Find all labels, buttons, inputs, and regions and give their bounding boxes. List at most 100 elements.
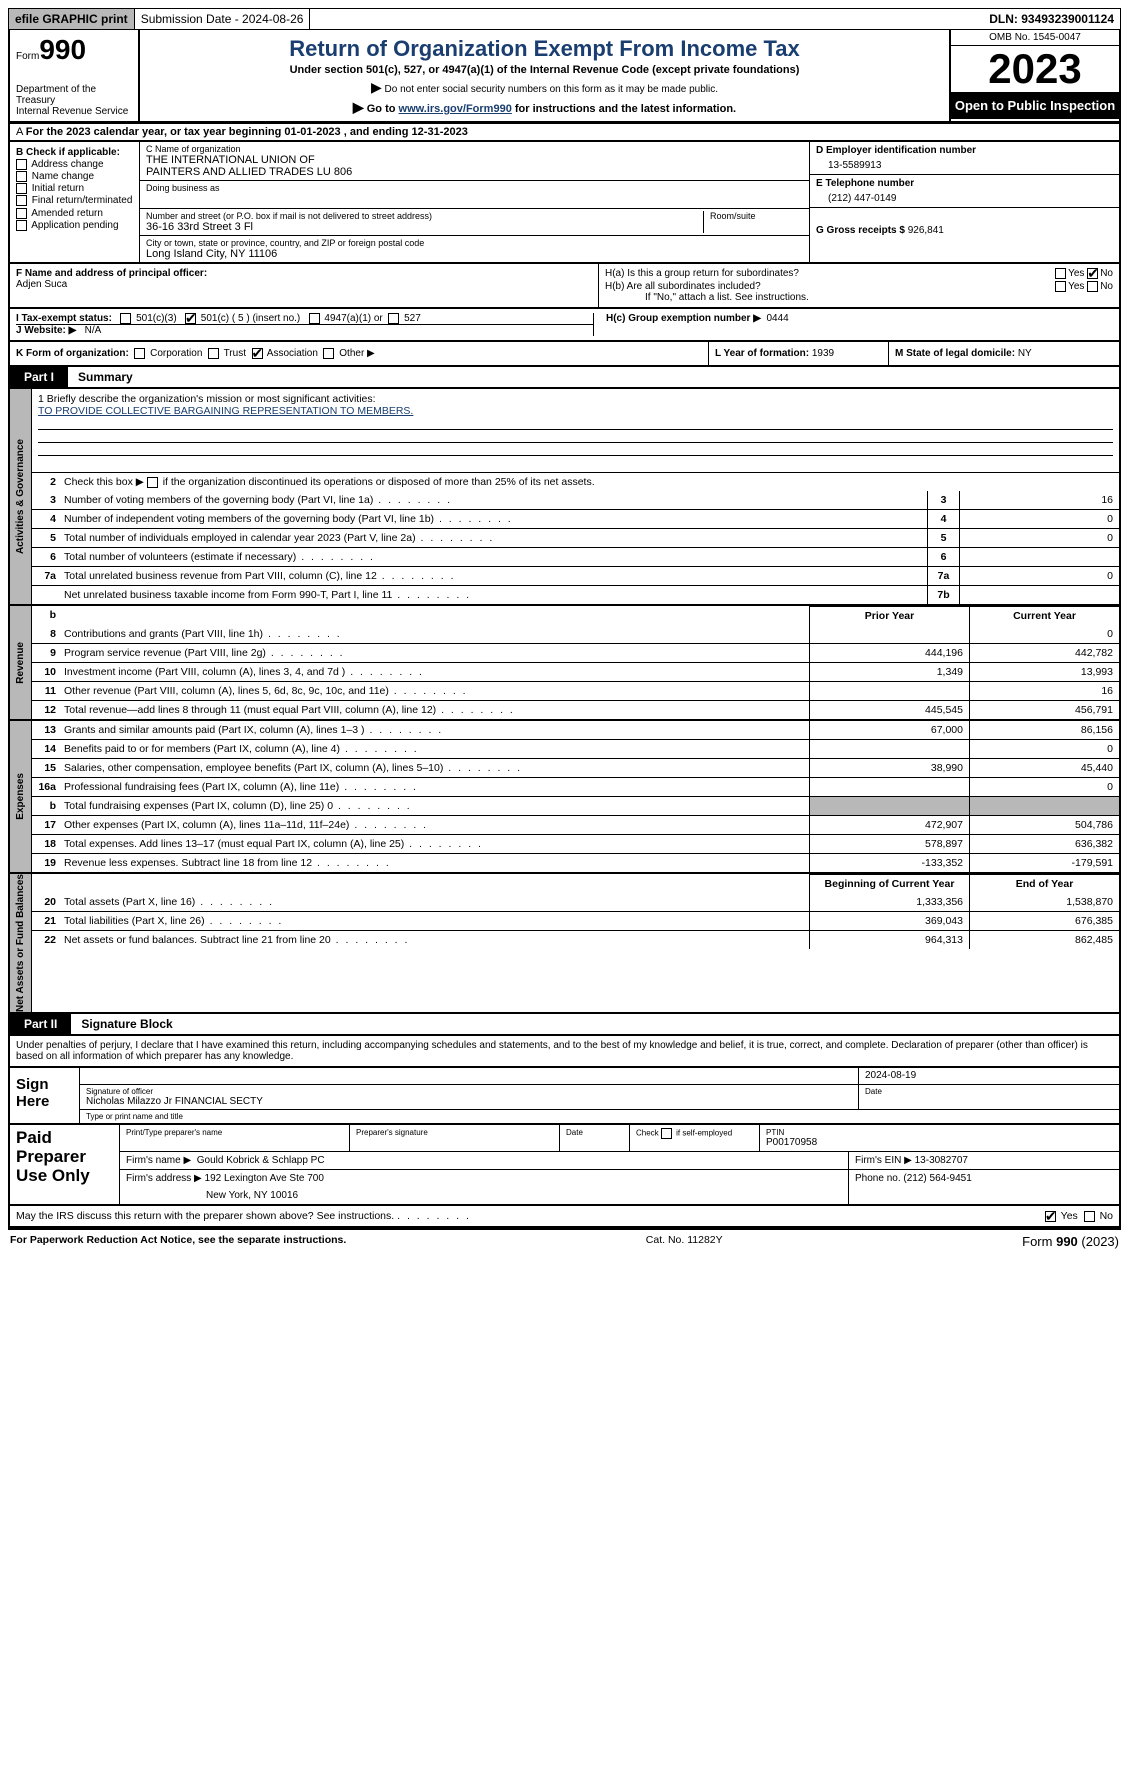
part-ii-header: Part II Signature Block xyxy=(8,1014,1121,1036)
527-checkbox[interactable] xyxy=(388,313,399,324)
vtab-revenue: Revenue xyxy=(15,642,26,684)
summary-line: 17Other expenses (Part IX, column (A), l… xyxy=(32,815,1119,834)
mission-label: 1 Briefly describe the organization's mi… xyxy=(38,393,1113,405)
ein-value: 13-5589913 xyxy=(816,160,1113,171)
self-employed-checkbox[interactable] xyxy=(661,1128,672,1139)
other-checkbox[interactable] xyxy=(323,348,334,359)
column-b-checkboxes: B Check if applicable: Address change Na… xyxy=(10,142,140,262)
officer-label: F Name and address of principal officer: xyxy=(16,268,592,279)
501c3-checkbox[interactable] xyxy=(120,313,131,324)
app-pending-checkbox[interactable] xyxy=(16,220,27,231)
sign-here-label: Sign Here xyxy=(10,1068,80,1123)
ha-no-checkbox[interactable] xyxy=(1087,268,1098,279)
form-subtitle: Under section 501(c), 527, or 4947(a)(1)… xyxy=(148,64,941,76)
summary-line: 18Total expenses. Add lines 13–17 (must … xyxy=(32,834,1119,853)
vtab-net: Net Assets or Fund Balances xyxy=(15,874,26,1012)
prep-date-label: Date xyxy=(560,1125,630,1151)
final-return-checkbox[interactable] xyxy=(16,195,27,206)
hb-label: H(b) Are all subordinates included? xyxy=(605,281,1055,292)
domicile-state: NY xyxy=(1018,348,1032,359)
paid-preparer-label: Paid Preparer Use Only xyxy=(10,1125,120,1204)
form-number: 990 xyxy=(39,34,86,65)
tel-value: (212) 447-0149 xyxy=(816,193,1113,204)
hb-note: If "No," attach a list. See instructions… xyxy=(605,292,1113,303)
ptin-value: P00170958 xyxy=(766,1137,1113,1148)
sign-date: 2024-08-19 xyxy=(859,1068,1119,1084)
firm-name: Gould Kobrick & Schlapp PC xyxy=(197,1155,325,1166)
summary-line: 15Salaries, other compensation, employee… xyxy=(32,758,1119,777)
form-prefix: Form xyxy=(16,51,39,62)
summary-line: 9Program service revenue (Part VIII, lin… xyxy=(32,643,1119,662)
city-state-zip: Long Island City, NY 11106 xyxy=(146,248,803,260)
year-formation-label: L Year of formation: xyxy=(715,348,809,359)
hb-yes-checkbox[interactable] xyxy=(1055,281,1066,292)
trust-checkbox[interactable] xyxy=(208,348,219,359)
part-i-tab: Part I xyxy=(10,367,68,387)
part-i-title: Summary xyxy=(68,367,143,387)
top-bar: efile GRAPHIC print Submission Date - 20… xyxy=(8,8,1121,30)
instructions-link[interactable]: www.irs.gov/Form990 xyxy=(399,103,512,115)
summary-line: 21Total liabilities (Part X, line 26)369… xyxy=(32,911,1119,930)
year-formation: 1939 xyxy=(812,348,834,359)
dept-treasury: Department of the Treasury xyxy=(16,84,132,106)
summary-line: 13Grants and similar amounts paid (Part … xyxy=(32,721,1119,739)
address-change-checkbox[interactable] xyxy=(16,159,27,170)
summary-line: 3Number of voting members of the governi… xyxy=(32,491,1119,509)
street-label: Number and street (or P.O. box if mail i… xyxy=(146,211,703,221)
type-name-label: Type or print name and title xyxy=(80,1110,1119,1123)
firm-ein: 13-3082707 xyxy=(915,1155,968,1166)
summary-line: 19Revenue less expenses. Subtract line 1… xyxy=(32,853,1119,872)
part-ii-title: Signature Block xyxy=(71,1014,182,1034)
org-name-1: THE INTERNATIONAL UNION OF xyxy=(146,154,803,166)
summary-line: 6Total number of volunteers (estimate if… xyxy=(32,547,1119,566)
begin-year-hdr: Beginning of Current Year xyxy=(809,874,969,893)
efile-label[interactable]: efile GRAPHIC print xyxy=(9,9,135,29)
line2-text: Check this box ▶ if the organization dis… xyxy=(64,476,595,488)
entity-info-block: B Check if applicable: Address change Na… xyxy=(8,142,1121,264)
amended-return-checkbox[interactable] xyxy=(16,208,27,219)
sig-date-label: Date xyxy=(859,1085,1119,1109)
corp-checkbox[interactable] xyxy=(134,348,145,359)
dba-label: Doing business as xyxy=(146,183,803,193)
row-f-h: F Name and address of principal officer:… xyxy=(8,264,1121,309)
summary-line: 10Investment income (Part VIII, column (… xyxy=(32,662,1119,681)
4947-checkbox[interactable] xyxy=(309,313,320,324)
open-public-badge: Open to Public Inspection xyxy=(951,92,1119,119)
gross-value: 926,841 xyxy=(908,225,944,236)
website-label: J Website: ▶ xyxy=(16,325,76,336)
discuss-row: May the IRS discuss this return with the… xyxy=(8,1206,1121,1228)
section-a-period: A For the 2023 calendar year, or tax yea… xyxy=(8,123,1121,142)
vtab-governance: Activities & Governance xyxy=(15,439,26,554)
gross-label: G Gross receipts $ xyxy=(816,225,905,236)
sign-here-block: Sign Here 2024-08-19 Signature of office… xyxy=(8,1068,1121,1125)
initial-return-checkbox[interactable] xyxy=(16,183,27,194)
hc-value: 0444 xyxy=(766,313,788,324)
name-change-checkbox[interactable] xyxy=(16,171,27,182)
row-i-j-hc: I Tax-exempt status: 501(c)(3) 501(c) ( … xyxy=(8,309,1121,342)
summary-line: 22Net assets or fund balances. Subtract … xyxy=(32,930,1119,949)
ha-yes-checkbox[interactable] xyxy=(1055,268,1066,279)
website-value: N/A xyxy=(85,325,102,336)
row-k-l-m: K Form of organization: Corporation Trus… xyxy=(8,342,1121,367)
perjury-declaration: Under penalties of perjury, I declare th… xyxy=(8,1036,1121,1068)
self-employed-label: Check if self-employed xyxy=(630,1125,760,1151)
paperwork-notice: For Paperwork Reduction Act Notice, see … xyxy=(10,1234,346,1249)
prior-year-hdr: Prior Year xyxy=(809,606,969,625)
org-name-2: PAINTERS AND ALLIED TRADES LU 806 xyxy=(146,166,803,178)
ha-label: H(a) Is this a group return for subordin… xyxy=(605,268,1055,279)
hb-no-checkbox[interactable] xyxy=(1087,281,1098,292)
org-name-label: C Name of organization xyxy=(146,144,803,154)
officer-name: Adjen Suca xyxy=(16,279,592,290)
revenue-section: Revenue b Prior Year Current Year 8Contr… xyxy=(8,606,1121,721)
prep-name-label: Print/Type preparer's name xyxy=(120,1125,350,1151)
assoc-checkbox[interactable] xyxy=(252,348,263,359)
street-address: 36-16 33rd Street 3 Fl xyxy=(146,221,703,233)
501c-checkbox[interactable] xyxy=(185,313,196,324)
mission-text: TO PROVIDE COLLECTIVE BARGAINING REPRESE… xyxy=(38,405,1113,417)
summary-line: 20Total assets (Part X, line 16)1,333,35… xyxy=(32,893,1119,911)
discuss-yes-checkbox[interactable] xyxy=(1045,1211,1056,1222)
expenses-section: Expenses 13Grants and similar amounts pa… xyxy=(8,721,1121,874)
discontinued-checkbox[interactable] xyxy=(147,477,158,488)
discuss-no-checkbox[interactable] xyxy=(1084,1211,1095,1222)
summary-line: bTotal fundraising expenses (Part IX, co… xyxy=(32,796,1119,815)
